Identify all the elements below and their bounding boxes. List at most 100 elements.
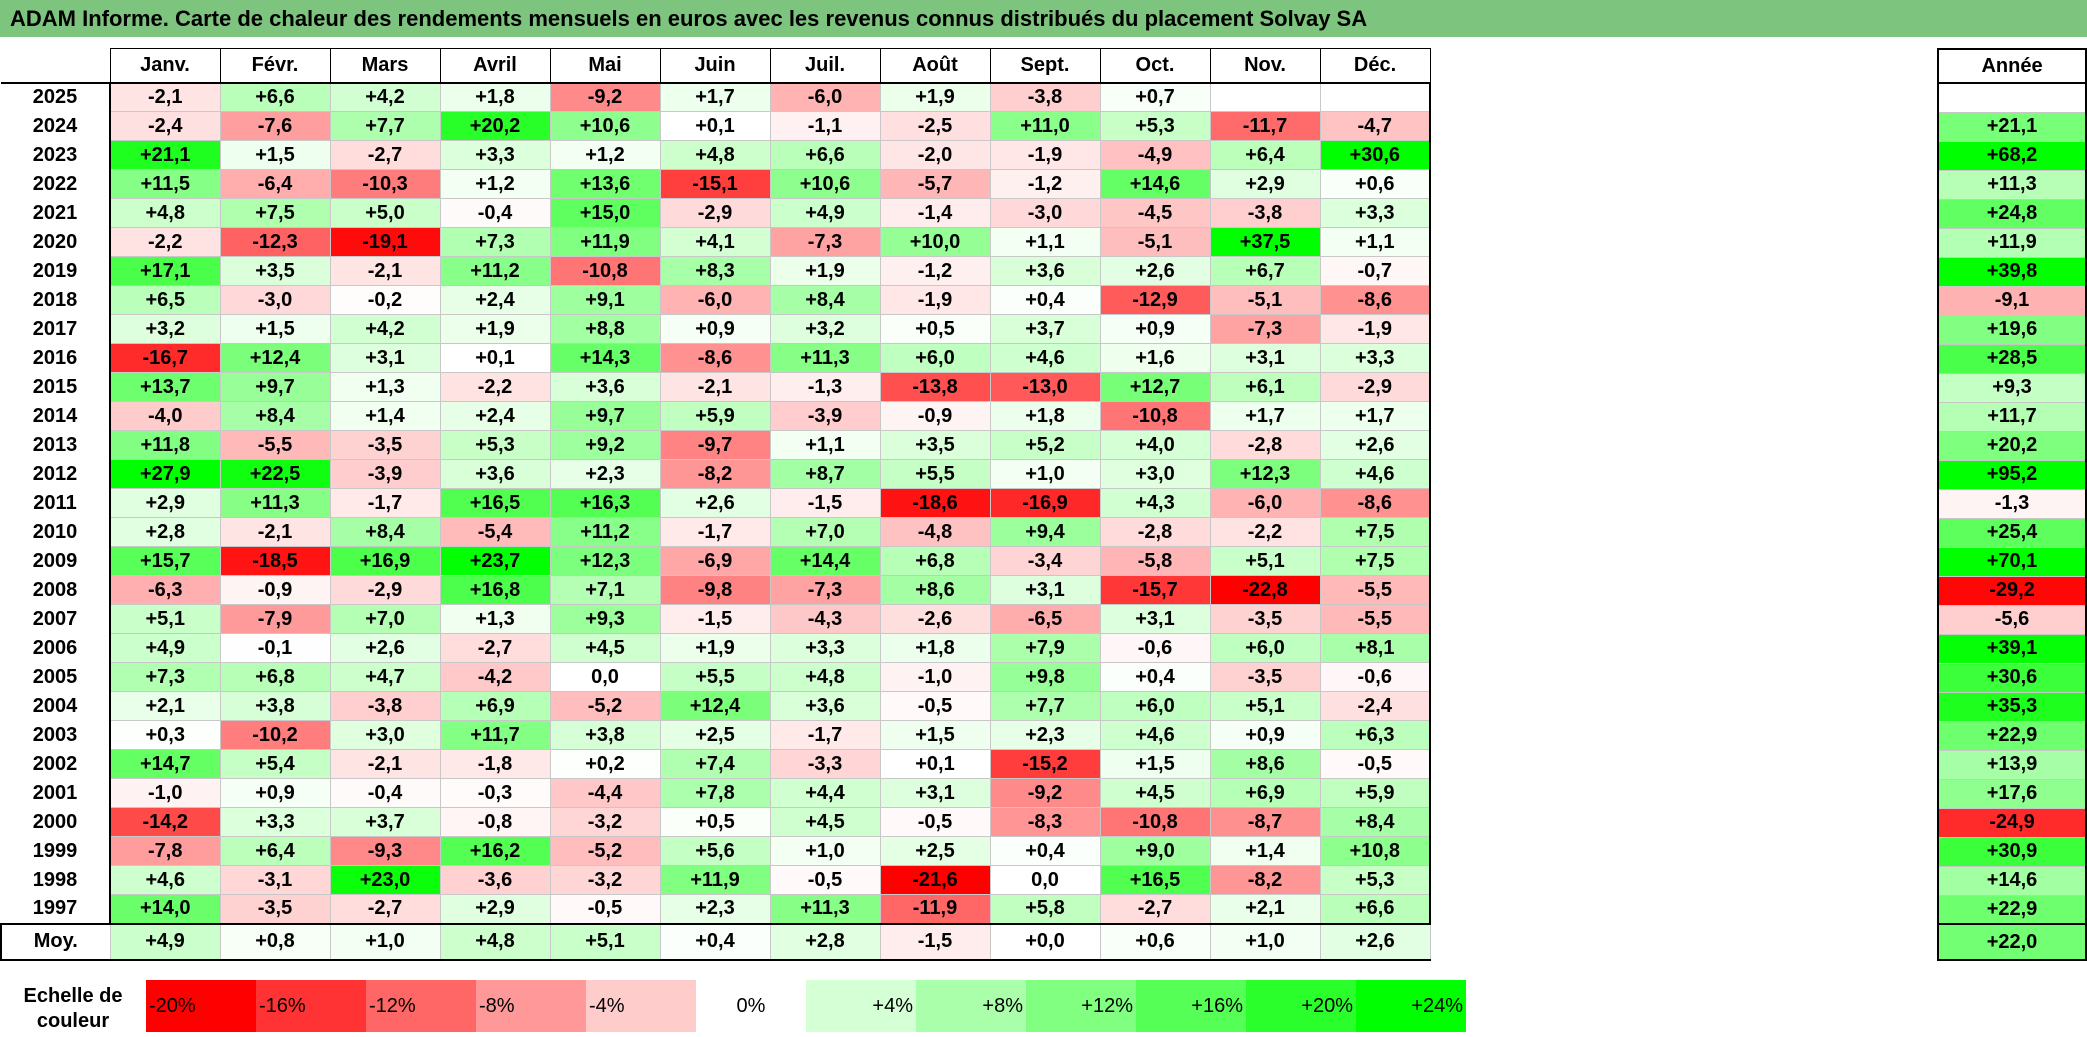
heatmap-cell: -3,0 bbox=[219, 285, 331, 315]
scale-stop: -4% bbox=[586, 980, 696, 1032]
heatmap-cell: -3,1 bbox=[219, 865, 331, 895]
heatmap-cell: +4,7 bbox=[329, 662, 441, 692]
heatmap-cell: +2,9 bbox=[109, 488, 221, 518]
heatmap-cell: +10,8 bbox=[1319, 836, 1431, 866]
heatmap-cell: +2,1 bbox=[109, 691, 221, 721]
heatmap-cell: -10,8 bbox=[549, 256, 661, 286]
heatmap-cell: -5,4 bbox=[439, 517, 551, 547]
heatmap-cell: +9,4 bbox=[989, 517, 1101, 547]
heatmap-cell: -2,9 bbox=[659, 198, 771, 228]
heatmap-cell: -2,1 bbox=[329, 256, 441, 286]
average-cell: +1,0 bbox=[329, 922, 441, 961]
year-label: 2008 bbox=[32, 578, 78, 601]
heatmap-cell: +4,1 bbox=[659, 227, 771, 257]
year-label: 2005 bbox=[32, 665, 78, 688]
month-header: Juil. bbox=[769, 48, 881, 83]
heatmap-cell: +27,9 bbox=[109, 459, 221, 489]
heatmap-cell: -6,0 bbox=[659, 285, 771, 315]
heatmap-cell: +5,3 bbox=[1319, 865, 1431, 895]
heatmap-cell: +12,7 bbox=[1099, 372, 1211, 402]
heatmap-cell: +14,3 bbox=[549, 343, 661, 373]
heatmap-cell: +3,1 bbox=[1099, 604, 1211, 634]
heatmap-cell: +4,5 bbox=[549, 633, 661, 663]
heatmap-cell: +3,3 bbox=[439, 140, 551, 170]
annual-cell: +14,6 bbox=[1937, 865, 2087, 896]
heatmap-cell: +2,5 bbox=[879, 836, 991, 866]
heatmap-cell: +7,5 bbox=[1319, 546, 1431, 576]
heatmap-cell: +4,3 bbox=[1099, 488, 1211, 518]
scale-stop: +8% bbox=[916, 980, 1026, 1032]
annual-cell: +39,8 bbox=[1937, 256, 2087, 287]
heatmap-cell: +4,6 bbox=[989, 343, 1101, 373]
average-cell: +2,8 bbox=[769, 922, 881, 961]
heatmap-cell: -1,2 bbox=[879, 256, 991, 286]
annual-cell: +17,6 bbox=[1937, 778, 2087, 809]
heatmap-cell: -3,4 bbox=[989, 546, 1101, 576]
heatmap-cell: +9,8 bbox=[989, 662, 1101, 692]
heatmap-cell: -3,5 bbox=[219, 894, 331, 924]
year-label: 2006 bbox=[32, 636, 78, 659]
heatmap-cell: -21,6 bbox=[879, 865, 991, 895]
heatmap-cell: -5,8 bbox=[1099, 546, 1211, 576]
heatmap-cell: -1,4 bbox=[879, 198, 991, 228]
heatmap-cell: +10,0 bbox=[879, 227, 991, 257]
scale-stop: -8% bbox=[476, 980, 586, 1032]
heatmap-cell: +8,3 bbox=[659, 256, 771, 286]
heatmap-cell: -7,8 bbox=[109, 836, 221, 866]
scale-stop: +16% bbox=[1136, 980, 1246, 1032]
heatmap-cell: +12,4 bbox=[219, 343, 331, 373]
heatmap-cell: +1,8 bbox=[439, 81, 551, 112]
average-cell: +1,0 bbox=[1209, 922, 1321, 961]
year-label: 1997 bbox=[32, 897, 78, 919]
heatmap-cell: +7,5 bbox=[1319, 517, 1431, 547]
heatmap-cell: -7,6 bbox=[219, 111, 331, 141]
heatmap-cell: -0,8 bbox=[439, 807, 551, 837]
heatmap-cell: +4,6 bbox=[1099, 720, 1211, 750]
annual-cell: +9,3 bbox=[1937, 372, 2087, 403]
annual-cell: +22,9 bbox=[1937, 894, 2087, 925]
heatmap-cell: +2,6 bbox=[329, 633, 441, 663]
heatmap-cell: -19,1 bbox=[329, 227, 441, 257]
heatmap-cell: -18,5 bbox=[219, 546, 331, 576]
heatmap-cell: +1,0 bbox=[989, 459, 1101, 489]
heatmap-cell: -0,2 bbox=[329, 285, 441, 315]
year-label: 2003 bbox=[32, 723, 78, 746]
heatmap-cell: +5,1 bbox=[109, 604, 221, 634]
heatmap-cell: +1,9 bbox=[769, 256, 881, 286]
heatmap-cell: +3,6 bbox=[549, 372, 661, 402]
heatmap-cell: -2,2 bbox=[439, 372, 551, 402]
heatmap-cell: -9,2 bbox=[989, 778, 1101, 808]
heatmap-cell: -13,0 bbox=[989, 372, 1101, 402]
heatmap-cell: +2,3 bbox=[989, 720, 1101, 750]
heatmap-cell: +3,6 bbox=[439, 459, 551, 489]
heatmap-cell: -5,5 bbox=[219, 430, 331, 460]
heatmap-cell: +3,8 bbox=[219, 691, 331, 721]
heatmap-cell: +1,9 bbox=[439, 314, 551, 344]
heatmap-cell: +3,1 bbox=[329, 343, 441, 373]
color-scale-label: Echelle de couleur bbox=[23, 985, 123, 1032]
heatmap-cell: +23,7 bbox=[439, 546, 551, 576]
heatmap-cell: -7,9 bbox=[219, 604, 331, 634]
heatmap-cell: +11,8 bbox=[109, 430, 221, 460]
annual-cell: +22,9 bbox=[1937, 720, 2087, 751]
month-header: Mai bbox=[549, 48, 661, 83]
annual-cell: -29,2 bbox=[1937, 575, 2087, 606]
heatmap-cell: +10,6 bbox=[769, 169, 881, 199]
heatmap-cell: -4,8 bbox=[879, 517, 991, 547]
heatmap-cell: +12,3 bbox=[1209, 459, 1321, 489]
year-label: 2009 bbox=[32, 549, 78, 572]
heatmap-cell: +1,4 bbox=[1209, 836, 1321, 866]
heatmap-cell: -3,2 bbox=[549, 865, 661, 895]
heatmap-cell: +5,8 bbox=[989, 894, 1101, 924]
year-label: 2014 bbox=[32, 404, 78, 427]
month-header: Sept. bbox=[989, 48, 1101, 83]
heatmap-cell: -1,5 bbox=[769, 488, 881, 518]
heatmap-cell: +6,3 bbox=[1319, 720, 1431, 750]
heatmap-cell: +3,1 bbox=[989, 575, 1101, 605]
heatmap-cell: -6,0 bbox=[769, 81, 881, 112]
month-header: Déc. bbox=[1319, 48, 1431, 83]
heatmap-cell: 0,0 bbox=[549, 662, 661, 692]
heatmap-cell: -4,3 bbox=[769, 604, 881, 634]
heatmap-cell: +14,7 bbox=[109, 749, 221, 779]
heatmap-cell: +5,9 bbox=[1319, 778, 1431, 808]
